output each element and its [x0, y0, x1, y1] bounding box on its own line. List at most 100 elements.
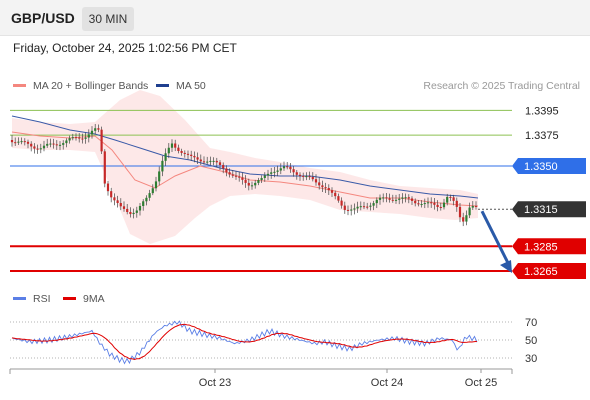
candle-body	[372, 203, 375, 206]
rsi-axis-label: 70	[525, 317, 537, 329]
candle-body	[471, 206, 474, 208]
candle-body	[74, 137, 78, 139]
candle-body	[116, 200, 119, 203]
bollinger-band-area	[12, 90, 478, 244]
timeframe-button[interactable]: 30 MIN	[82, 7, 134, 31]
top-bar: GBP/USD 30 MIN	[0, 0, 590, 36]
level-tag-1.3315-bg	[512, 201, 586, 218]
candle-body	[382, 197, 385, 199]
candle-body	[87, 134, 90, 138]
candle-body	[10, 140, 14, 143]
candle-body	[439, 206, 442, 208]
candle-body	[164, 153, 167, 161]
candle-body	[279, 168, 282, 171]
level-tag-1.3350-bg	[512, 158, 586, 174]
candle-body	[199, 159, 202, 162]
candle-body	[106, 183, 110, 192]
level-tag-1.3285-bg	[512, 238, 586, 255]
candle-body	[330, 190, 334, 193]
candle-body	[359, 206, 362, 208]
legend-ma20-swatch	[13, 83, 26, 87]
level-tag-1.3395: 1.3395	[525, 105, 559, 117]
candle-body	[334, 192, 337, 197]
candle-body	[154, 181, 158, 189]
candle-body	[270, 172, 273, 174]
legend-rsi-swatch	[13, 296, 26, 300]
candle-body	[58, 144, 62, 146]
candle-body	[215, 160, 218, 163]
candle-body	[113, 197, 116, 201]
candle-body	[174, 143, 177, 148]
rsi-axis-label: 50	[525, 335, 537, 347]
candle-body	[49, 143, 52, 145]
candle-body	[17, 141, 20, 143]
candle-body	[81, 138, 84, 140]
rsi-ma9-line	[11, 323, 478, 361]
candle-body	[100, 129, 103, 152]
candle-body	[78, 137, 81, 139]
candle-body	[36, 148, 39, 150]
candle-body	[71, 137, 74, 139]
candle-body	[324, 187, 327, 189]
candle-body	[138, 205, 142, 211]
candle-body	[26, 141, 30, 144]
candle-body	[39, 148, 42, 150]
candle-body	[362, 206, 366, 208]
candle-body	[388, 198, 391, 200]
level-lines	[10, 109, 512, 272]
candle-body	[186, 153, 190, 155]
candle-body	[394, 199, 398, 201]
credit-text: Research © 2025 Trading Central	[423, 80, 580, 92]
candle-body	[257, 180, 260, 183]
rsi-line	[11, 320, 478, 365]
candle-body	[206, 161, 209, 163]
ma20-line	[11, 131, 479, 207]
candle-body	[404, 197, 407, 199]
candle-body	[423, 203, 426, 205]
candle-body	[468, 207, 471, 216]
level-tag-1.3350: 1.3350	[524, 161, 558, 173]
candle-body	[212, 160, 215, 162]
candle-body	[94, 128, 97, 131]
candle-body	[378, 197, 382, 200]
legend-ma50-swatch	[156, 83, 169, 87]
candle-body	[23, 141, 26, 143]
candle-body	[452, 197, 455, 201]
candle-body	[241, 177, 244, 180]
candle-body	[282, 166, 286, 169]
time-axis-label: Oct 24	[371, 377, 403, 389]
legend-ma9-label: 9MA	[83, 293, 105, 305]
candle-body	[90, 130, 94, 135]
forecast-arrow	[480, 210, 512, 273]
candle-body	[68, 138, 71, 141]
forecast-arrow-shaft	[480, 210, 510, 264]
candle-body	[170, 143, 174, 148]
level-tag-1.3285: 1.3285	[524, 241, 558, 253]
candle-body	[180, 150, 183, 153]
candle-body	[238, 176, 241, 178]
time-axis: Oct 23 Oct 24 Oct 25	[9, 368, 513, 389]
candle-body	[407, 197, 410, 199]
candle-body	[340, 200, 343, 206]
candle-body	[474, 206, 478, 208]
candle-body	[228, 172, 231, 175]
level-tag-1.3265: 1.3265	[524, 266, 558, 278]
candle-body	[321, 185, 324, 188]
candle-body	[122, 206, 126, 209]
candle-body	[135, 210, 138, 213]
candle-body	[414, 200, 417, 204]
candle-body	[126, 208, 129, 212]
candle-body	[190, 154, 193, 156]
symbol-label: GBP/USD	[11, 10, 75, 26]
candle-body	[110, 191, 113, 198]
candle-body	[337, 196, 340, 201]
level-tag-1.3315: 1.3315	[524, 204, 558, 216]
candle-body	[196, 157, 199, 160]
candle-body	[346, 209, 350, 211]
legend-ma20-label: MA 20 + Bollinger Bands	[33, 80, 149, 92]
candle-body	[401, 197, 404, 199]
candle-body	[343, 205, 346, 210]
candle-body	[305, 176, 308, 178]
rsi-axis-label: 30	[525, 353, 537, 365]
